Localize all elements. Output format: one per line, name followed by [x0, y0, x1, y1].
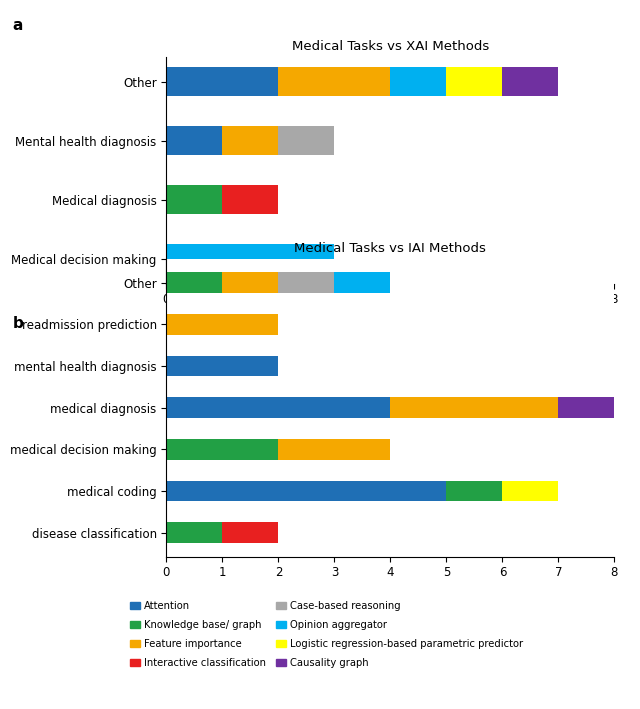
Title: Medical Tasks vs XAI Methods: Medical Tasks vs XAI Methods: [292, 40, 489, 52]
Bar: [278, 439, 390, 459]
Text: a: a: [13, 18, 23, 33]
Bar: [166, 397, 390, 418]
Bar: [447, 67, 502, 96]
Bar: [334, 272, 390, 293]
Text: b: b: [13, 316, 24, 330]
Bar: [558, 397, 614, 418]
Bar: [166, 356, 278, 376]
Bar: [223, 272, 278, 293]
Bar: [166, 185, 223, 214]
Bar: [223, 523, 278, 543]
Bar: [502, 67, 558, 96]
Bar: [223, 185, 278, 214]
Legend: Attention, Knowledge base/ graph, Feature importance, Interactive classification: Attention, Knowledge base/ graph, Featur…: [126, 597, 527, 672]
Bar: [223, 126, 278, 155]
Bar: [278, 272, 334, 293]
Bar: [166, 126, 223, 155]
Bar: [166, 439, 278, 459]
Bar: [166, 314, 278, 335]
Bar: [166, 523, 223, 543]
Bar: [278, 126, 334, 155]
Bar: [166, 67, 278, 96]
Legend: LIME, MAXi, SHAP, SKET X, STEP, t-SNE, Evidence-based, Sentiment intensity score: LIME, MAXi, SHAP, SKET X, STEP, t-SNE, E…: [175, 306, 478, 339]
Bar: [278, 67, 390, 96]
Bar: [390, 67, 447, 96]
Bar: [447, 481, 502, 501]
Bar: [502, 481, 558, 501]
Bar: [166, 481, 447, 501]
Bar: [166, 244, 334, 273]
Bar: [390, 397, 558, 418]
Bar: [166, 272, 223, 293]
Title: Medical Tasks vs IAI Methods: Medical Tasks vs IAI Methods: [294, 242, 486, 255]
